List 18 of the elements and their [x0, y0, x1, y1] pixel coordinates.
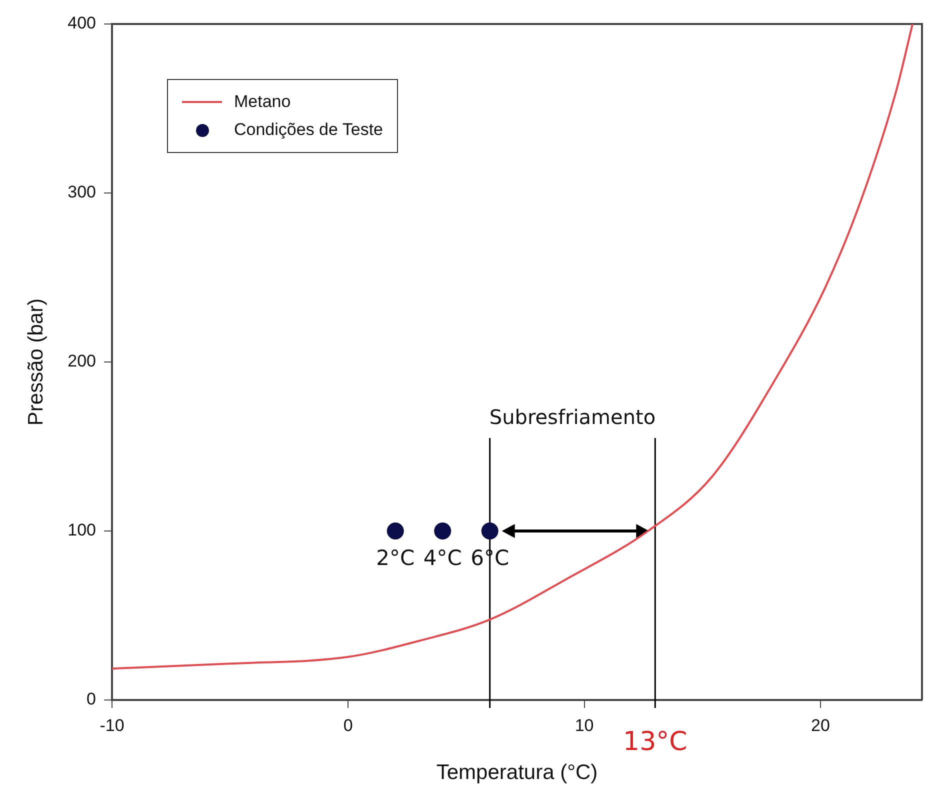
line-series: [112, 24, 914, 670]
legend-label: Condições de Teste: [234, 120, 384, 140]
ref-line-label: 13°C: [623, 726, 688, 757]
y-tick-label: 0: [86, 690, 96, 709]
y-tick-label: 400: [68, 14, 96, 33]
legend-label: Metano: [234, 92, 291, 112]
annotation: 4°C: [423, 546, 462, 570]
x-tick-label: 0: [343, 716, 353, 735]
annotation: 2°C: [376, 546, 415, 570]
y-tick-label: 300: [68, 182, 96, 202]
x-axis-title: Temperatura (°C): [436, 761, 598, 784]
x-tick-label: 20: [810, 716, 830, 735]
y-tick-label: 100: [68, 520, 96, 540]
y-tick-label: 200: [68, 352, 96, 371]
x-tick-label: -10: [100, 716, 124, 735]
annotation: Subresfriamento: [489, 405, 656, 430]
y-axis-title: Pressão (bar): [24, 298, 48, 426]
x-tick-label: 10: [574, 716, 594, 735]
